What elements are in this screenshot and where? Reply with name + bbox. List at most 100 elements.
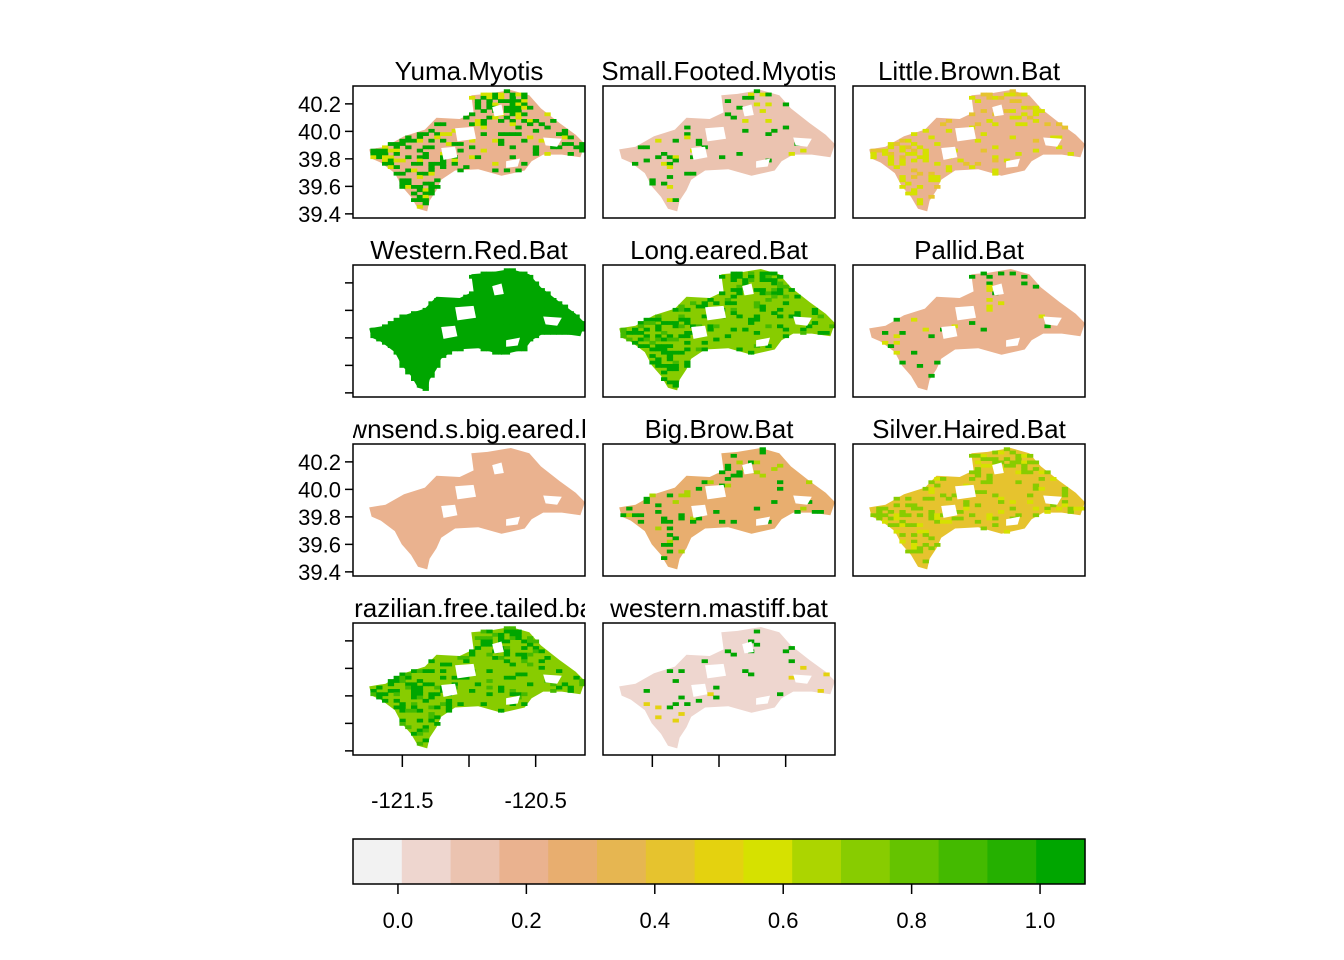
- raster-cell: [753, 288, 761, 292]
- raster-cell: [411, 331, 418, 335]
- raster-cell: [556, 145, 563, 150]
- raster-cell: [713, 324, 720, 329]
- raster-cell: [527, 639, 534, 644]
- raster-cell: [911, 533, 918, 537]
- raster-cell: [759, 307, 766, 312]
- raster-cell: [748, 92, 755, 97]
- raster-cell: [626, 513, 633, 518]
- raster-cell: [434, 364, 441, 368]
- raster-cell: [724, 467, 732, 471]
- raster-cell: [1015, 453, 1022, 458]
- raster-cell: [498, 321, 505, 325]
- raster-cell: [480, 311, 487, 315]
- raster-cell: [503, 639, 511, 644]
- raster-cell: [753, 506, 761, 511]
- raster-cell: [521, 92, 528, 97]
- raster-cell: [521, 321, 528, 325]
- raster-cell: [509, 281, 516, 286]
- raster-cell: [428, 350, 435, 355]
- raster-cell: [376, 337, 383, 342]
- raster-cell: [393, 165, 400, 169]
- raster-cell: [632, 161, 639, 166]
- raster-cell: [742, 669, 749, 673]
- raster-cell: [503, 311, 511, 315]
- raster-cell: [422, 194, 429, 199]
- raster-cell: [486, 685, 493, 690]
- raster-cell: [486, 92, 493, 97]
- raster-cell: [422, 354, 429, 358]
- raster-cell: [503, 350, 511, 355]
- raster-cell: [474, 288, 482, 292]
- map-panel: Western.Red.Bat: [345, 235, 586, 398]
- raster-cell: [411, 327, 418, 332]
- raster-cell: [422, 377, 429, 381]
- raster-cell: [934, 142, 941, 146]
- raster-cell: [474, 155, 482, 160]
- raster-cell: [1021, 281, 1028, 286]
- raster-cell: [1038, 486, 1045, 491]
- raster-cell: [527, 327, 534, 332]
- raster-cell: [1015, 115, 1022, 120]
- raster-cell: [393, 705, 400, 710]
- map-raster: [869, 269, 1085, 391]
- raster-cell: [887, 161, 895, 166]
- raster-cell: [794, 510, 801, 514]
- raster-cell: [561, 331, 569, 335]
- raster-cell: [945, 496, 953, 501]
- raster-cell: [445, 340, 453, 345]
- raster-cell: [666, 549, 674, 554]
- panel-title: Big.Brow.Bat: [645, 414, 795, 444]
- raster-cell: [527, 307, 534, 312]
- raster-cell: [742, 327, 749, 332]
- raster-cell: [422, 155, 429, 160]
- raster-cell: [782, 294, 790, 299]
- raster-cell: [486, 331, 493, 335]
- raster-cell: [515, 92, 522, 97]
- raster-cell: [1044, 122, 1051, 127]
- raster-cell: [532, 281, 540, 286]
- raster-cell: [486, 301, 493, 306]
- raster-cell: [736, 473, 743, 478]
- raster-cell: [457, 304, 464, 309]
- raster-cell: [980, 132, 987, 136]
- raster-cell: [678, 307, 685, 312]
- raster-cell: [503, 652, 511, 657]
- raster-cell: [817, 314, 824, 319]
- raster-cell: [451, 307, 458, 312]
- raster-cell: [503, 115, 511, 120]
- raster-cell: [765, 324, 772, 329]
- raster-cell: [532, 119, 540, 123]
- raster-cell: [655, 324, 662, 329]
- raster-cell: [411, 198, 418, 202]
- raster-cell: [480, 274, 487, 279]
- raster-cell: [416, 171, 424, 176]
- panel-title: Silver.Haired.Bat: [872, 414, 1066, 444]
- raster-cell: [480, 284, 487, 289]
- raster-cell: [666, 344, 674, 348]
- raster-cell: [899, 145, 906, 150]
- raster-cell: [486, 95, 493, 100]
- raster-cell: [922, 529, 929, 534]
- raster-cell: [428, 659, 435, 664]
- raster-cell: [416, 718, 424, 723]
- raster-cell: [521, 291, 528, 296]
- panel-title: western.mastiff.bat: [609, 593, 829, 623]
- raster-cell: [661, 543, 668, 547]
- map-raster: [619, 627, 835, 749]
- raster-cell: [411, 347, 418, 352]
- raster-cell: [399, 171, 406, 176]
- raster-cell: [463, 344, 470, 348]
- raster-cell: [480, 317, 487, 322]
- raster-cell: [899, 161, 906, 166]
- raster-cell: [893, 165, 900, 169]
- raster-cell: [800, 506, 807, 511]
- raster-cell: [532, 298, 540, 302]
- raster-cell: [498, 334, 505, 339]
- raster-cell: [748, 672, 755, 677]
- raster-cell: [788, 659, 795, 664]
- raster-cell: [486, 327, 493, 332]
- raster-cell: [521, 112, 528, 117]
- raster-cell: [521, 646, 528, 650]
- raster-cell: [434, 327, 441, 332]
- raster-cell: [503, 284, 511, 289]
